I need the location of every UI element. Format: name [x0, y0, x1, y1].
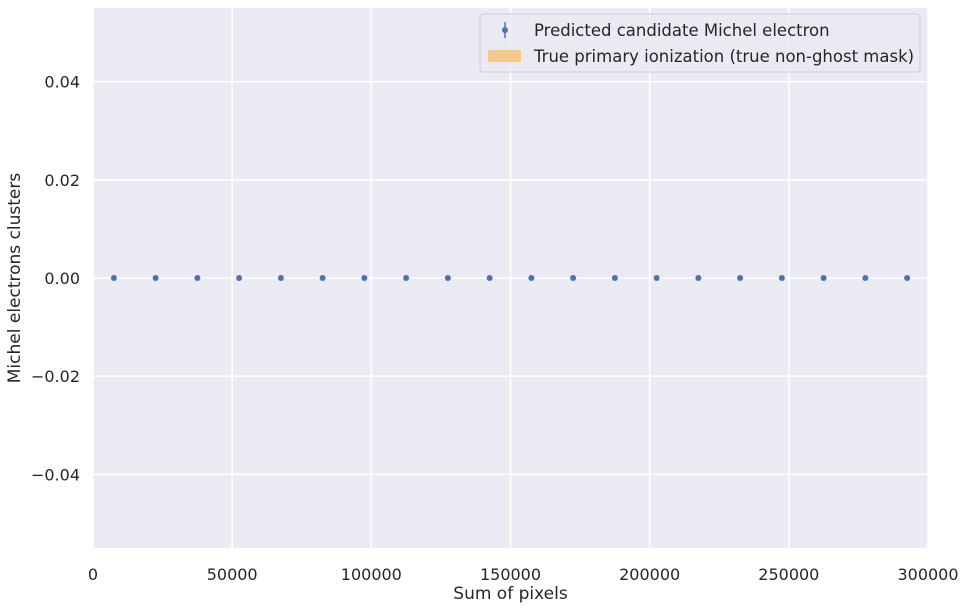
legend-box [479, 13, 921, 73]
data-point [236, 275, 243, 281]
data-point [361, 275, 368, 281]
data-point [486, 275, 493, 281]
y-tick-labels: −0.04 −0.02 0.00 0.02 0.04 [31, 73, 80, 485]
x-tick-label: 100000 [341, 565, 402, 584]
y-tick-label: 0.00 [44, 269, 80, 288]
data-point [570, 275, 577, 281]
data-point [737, 275, 744, 281]
data-point [110, 275, 117, 281]
y-tick-label: 0.02 [44, 171, 80, 190]
x-tick-label: 0 [88, 565, 98, 584]
data-point [862, 275, 869, 281]
data-point [152, 275, 159, 281]
legend: Predicted candidate Michel electron True… [479, 13, 921, 73]
data-point [319, 275, 326, 281]
data-point [820, 275, 827, 281]
data-point [194, 275, 201, 281]
data-points [110, 275, 911, 281]
y-tick-label: −0.02 [31, 367, 80, 386]
y-tick-label: 0.04 [44, 73, 80, 92]
legend-swatch-true-ionization [488, 50, 521, 62]
data-point [277, 275, 284, 281]
x-axis-label: Sum of pixels [453, 584, 568, 604]
data-point [904, 275, 911, 281]
data-point [778, 275, 785, 281]
data-point [653, 275, 660, 281]
legend-marker-predicted [502, 22, 508, 38]
y-axis-label: Michel electrons clusters [5, 173, 25, 384]
data-point [695, 275, 702, 281]
x-tick-labels: 0 50000 100000 150000 200000 250000 300000 [88, 565, 959, 584]
data-point [528, 275, 535, 281]
grid-lines [92, 8, 929, 548]
x-tick-label: 150000 [480, 565, 541, 584]
legend-label-true-ionization: True primary ionization (true non-ghost … [533, 47, 914, 66]
legend-label-predicted: Predicted candidate Michel electron [534, 21, 830, 40]
x-tick-label: 50000 [207, 565, 258, 584]
data-point [403, 275, 410, 281]
y-tick-label: −0.04 [31, 465, 80, 484]
x-tick-label: 250000 [758, 565, 819, 584]
x-tick-label: 300000 [897, 565, 958, 584]
data-point [611, 275, 618, 281]
x-tick-label: 200000 [619, 565, 680, 584]
data-point [444, 275, 451, 281]
